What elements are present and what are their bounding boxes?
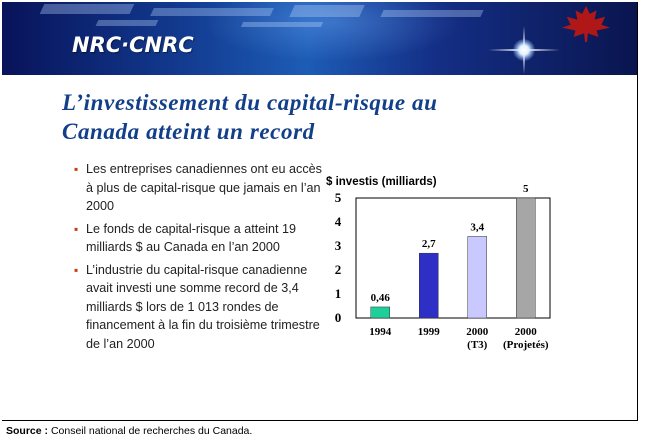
bullet-marker: ▪ <box>74 262 79 277</box>
header-banner: NRC·CNRC <box>2 2 637 75</box>
banner-pattern <box>289 5 365 17</box>
source-label: Source : <box>6 425 49 437</box>
y-axis-label: $ investis (milliards) <box>326 176 437 188</box>
y-tick-label: 4 <box>335 214 342 229</box>
x-tick-label: (T3) <box>467 339 488 351</box>
nrc-cnrc-logo: NRC·CNRC <box>72 33 194 57</box>
bullet-marker: ▪ <box>74 221 79 236</box>
slide-title-line-1: L’investissement du capital-risque au <box>62 90 438 115</box>
banner-pattern <box>150 8 274 16</box>
x-tick-label: 2000 <box>466 326 489 338</box>
x-tick-label: 2000 <box>515 326 538 338</box>
bullet-item: ▪ L’industrie du capital-risque canadien… <box>74 261 324 354</box>
bar-value-label: 5 <box>523 183 529 195</box>
y-tick-label: 5 <box>335 190 342 205</box>
y-tick-label: 3 <box>335 238 342 253</box>
banner-pattern <box>39 4 135 14</box>
banner-pattern <box>380 10 484 17</box>
slide-title-line-2: Canada atteint un record <box>62 119 315 144</box>
bar <box>370 306 390 319</box>
banner-pattern <box>95 20 159 26</box>
bullet-item: ▪ Le fonds de capital-risque a atteint 1… <box>74 220 324 257</box>
bullet-text: Les entreprises canadiennes ont eu accès… <box>86 162 322 213</box>
x-tick-label: 1994 <box>369 326 392 338</box>
bullet-item: ▪ Les entreprises canadiennes ont eu acc… <box>74 160 324 216</box>
bar-value-label: 2,7 <box>422 238 436 250</box>
source-text: Conseil national de recherches du Canada… <box>50 425 253 437</box>
y-tick-label: 1 <box>335 286 342 301</box>
investment-bar-chart: $ investis (milliards) 0 1 2 3 4 5 0,46 1994 2,7 1… <box>326 176 551 351</box>
bullet-text: Le fonds de capital-risque a atteint 19 … <box>86 221 297 255</box>
x-tick-label: 1999 <box>418 326 441 338</box>
slide: NRC·CNRC L’investissement du capital-ris… <box>2 2 638 421</box>
bar <box>516 197 536 319</box>
y-tick-label: 0 <box>335 310 342 325</box>
star-icon <box>513 39 535 61</box>
bar <box>467 236 487 319</box>
bar <box>419 252 439 319</box>
bullet-text: L’industrie du capital-risque canadienne… <box>86 262 320 351</box>
source-footnote: Source : Conseil national de recherches … <box>6 425 252 437</box>
banner-glow <box>202 2 462 62</box>
y-tick-label: 2 <box>335 262 342 277</box>
bullet-list: ▪ Les entreprises canadiennes ont eu acc… <box>74 160 324 357</box>
banner-pattern <box>240 22 324 27</box>
maple-leaf-icon <box>562 6 610 42</box>
x-tick-label: (Projetés) <box>503 339 549 351</box>
bar-value-label: 0,46 <box>371 292 391 304</box>
bar-value-label: 3,4 <box>470 221 484 233</box>
slide-title: L’investissement du capital-risque au Ca… <box>62 88 582 146</box>
bullet-marker: ▪ <box>74 162 79 176</box>
